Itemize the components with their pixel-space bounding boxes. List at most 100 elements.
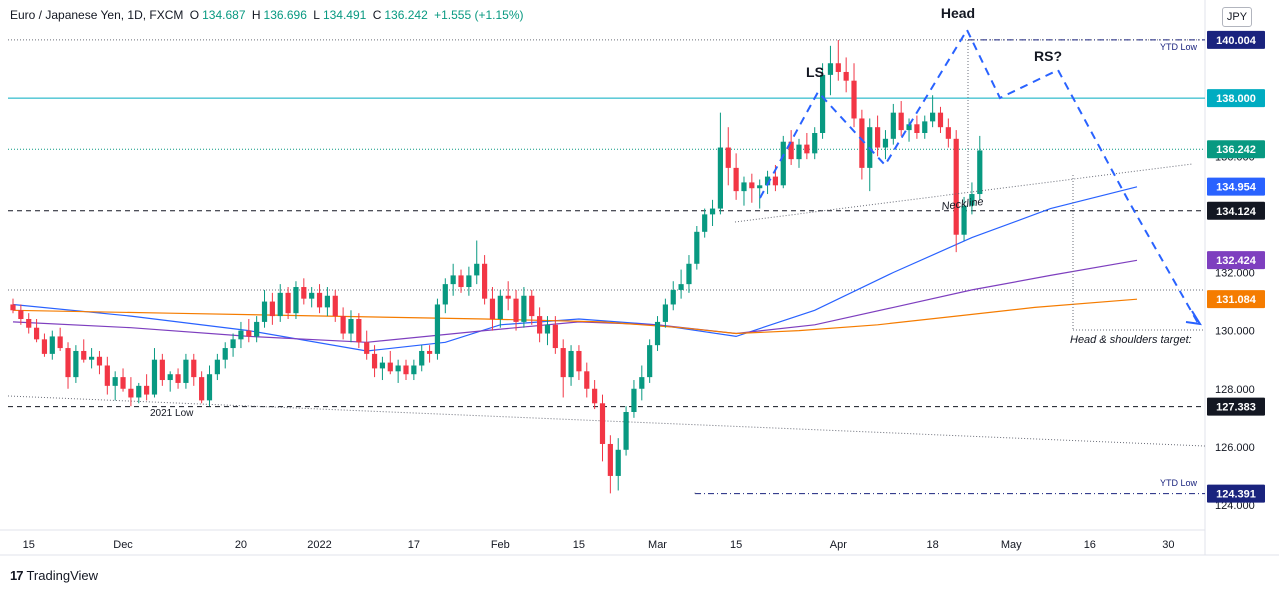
price-badge-label: 132.424 [1216, 255, 1257, 267]
candle-body [293, 287, 299, 314]
candle-body [356, 319, 362, 343]
candle-body [403, 365, 409, 375]
candle-body [686, 263, 692, 285]
candle-body [387, 362, 393, 372]
candle-body [419, 350, 425, 366]
x-tick-label: Mar [648, 539, 667, 551]
candle-body [120, 377, 126, 389]
price-badge-label: 140.004 [1216, 35, 1257, 47]
candle-body [340, 316, 346, 334]
candle-body [222, 348, 228, 360]
candle-body [639, 377, 645, 389]
high-value: 136.696 [263, 8, 307, 22]
candle-body [199, 377, 205, 401]
candle-body [65, 348, 71, 378]
candle-body [33, 327, 40, 340]
candle-body [937, 112, 944, 128]
candle-body [254, 321, 260, 337]
candle-body [796, 144, 802, 160]
low-2021-label: 2021 Low [150, 408, 194, 419]
open-label: O [189, 8, 200, 22]
rs-label: RS? [1034, 48, 1062, 64]
ls-label: LS [806, 64, 824, 80]
candle-body [592, 388, 598, 404]
candle-body [568, 350, 574, 378]
candle-body [804, 144, 810, 154]
candle-body [57, 336, 63, 349]
long-trendline [7, 395, 1206, 447]
candle-body [269, 301, 275, 317]
candle-body [277, 292, 283, 317]
low-value: 134.491 [322, 8, 367, 22]
candle-body [623, 412, 629, 450]
y-tick-label: 132.000 [1215, 268, 1255, 280]
candle-body [851, 80, 857, 119]
candle-body [144, 385, 150, 395]
price-badge [1207, 251, 1265, 270]
candle-body [537, 316, 543, 334]
candle-body [191, 359, 197, 378]
candle-body [882, 138, 889, 148]
candle-body [112, 377, 118, 386]
candle-body [662, 304, 668, 322]
candle-body [560, 348, 566, 378]
candle-body [49, 336, 55, 354]
candle-body [466, 275, 472, 288]
candle-body [316, 292, 323, 308]
currency-badge[interactable]: JPY [1222, 7, 1252, 27]
candle-body [945, 127, 951, 139]
candle-body [10, 304, 16, 311]
price-badge [1207, 177, 1265, 196]
ytd-label-bottom: YTD Low [1160, 478, 1198, 488]
candle-body [513, 298, 519, 322]
candle-body [827, 63, 834, 75]
candle-body [757, 185, 763, 189]
candle-body [521, 295, 527, 322]
candle-body [749, 182, 755, 189]
candle-body [859, 118, 865, 168]
price-badge-label: 131.084 [1216, 294, 1257, 306]
candle-body [426, 350, 433, 354]
target-arrow-icon [1185, 310, 1202, 326]
x-tick-label: 15 [573, 539, 585, 551]
price-badge-label: 124.391 [1216, 489, 1256, 501]
candle-body [450, 275, 456, 285]
open-value: 134.687 [202, 8, 246, 22]
candle-body [819, 74, 826, 133]
candle-body [505, 295, 511, 299]
x-tick-label: Dec [113, 539, 133, 551]
candle-body [599, 403, 606, 444]
candle-body [576, 350, 582, 372]
candle-body [285, 292, 291, 314]
candle-body [104, 365, 110, 386]
candle-body [73, 350, 79, 378]
tradingview-brand[interactable]: 17 TradingView [10, 568, 98, 583]
candle-body [961, 205, 967, 235]
candle-body [733, 167, 739, 192]
tradingview-logo-icon: 17 [10, 568, 24, 583]
high-label: H [251, 8, 261, 22]
candle-body [26, 319, 32, 328]
candle-body [906, 124, 912, 131]
x-tick-label: May [1001, 539, 1022, 551]
candle-body [151, 359, 158, 395]
candle-body [411, 365, 417, 375]
candle-body [238, 330, 244, 340]
candle-body [371, 353, 378, 369]
candle-body [969, 194, 975, 206]
candle-body [41, 339, 48, 354]
candle-body [631, 388, 637, 412]
candle-body [89, 356, 95, 360]
candle-body [230, 339, 236, 349]
price-badge-label: 136.242 [1216, 144, 1256, 156]
price-badge [1207, 89, 1265, 108]
x-tick-label: Feb [491, 539, 510, 551]
price-badge-label: 134.954 [1216, 182, 1257, 194]
candle-body [780, 141, 786, 186]
candle-body [482, 263, 488, 299]
price-badge-label: 134.124 [1216, 206, 1257, 218]
ema-line-1 [12, 186, 1138, 352]
candle-body [529, 295, 535, 317]
